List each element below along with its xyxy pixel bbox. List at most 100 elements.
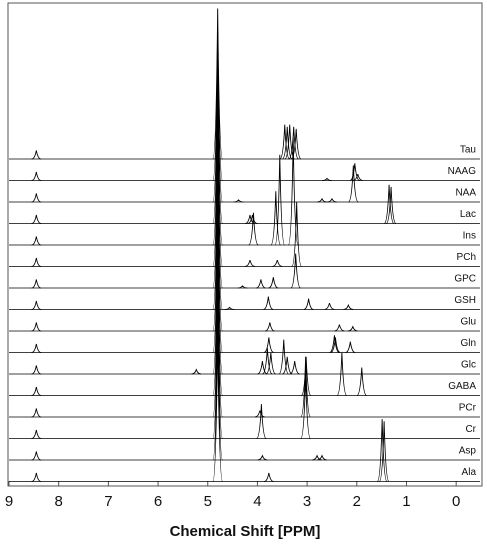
peak: [31, 451, 42, 461]
peak: [303, 298, 314, 310]
x-tick-label: 0: [452, 493, 460, 510]
series-label: PCh: [457, 252, 476, 263]
peak: [256, 279, 266, 289]
series-label: PCr: [459, 403, 477, 414]
peak: [31, 236, 42, 246]
peak: [224, 306, 235, 310]
peak: [31, 386, 42, 396]
series-label: GSH: [454, 295, 476, 306]
peak: [282, 356, 293, 375]
peak: [348, 165, 359, 203]
peak: [31, 300, 42, 310]
peak: [212, 287, 223, 439]
peak: [356, 367, 367, 396]
peak: [300, 373, 311, 439]
peak: [212, 244, 223, 396]
x-tick-label: 5: [204, 493, 212, 510]
peak: [324, 302, 335, 310]
peak: [233, 199, 244, 203]
peak: [212, 72, 223, 224]
peak: [265, 352, 276, 375]
peak: [31, 343, 42, 353]
peak: [212, 115, 223, 267]
peak: [191, 368, 202, 375]
x-axis-label: Chemical Shift [PPM]: [170, 523, 321, 540]
peak: [329, 335, 340, 353]
peak: [378, 421, 390, 482]
peak: [334, 324, 345, 332]
peak: [262, 348, 273, 375]
peak: [212, 180, 223, 332]
peak: [349, 163, 360, 181]
series-label: GABA: [448, 381, 476, 392]
x-tick-label: 9: [5, 493, 13, 510]
peak: [300, 356, 311, 418]
peak: [386, 186, 397, 224]
peak: [376, 419, 388, 482]
series-label: Lac: [460, 209, 476, 220]
peak: [31, 150, 42, 160]
x-tick-label: 1: [402, 493, 410, 510]
peak: [212, 8, 223, 160]
series-label: Gln: [460, 338, 476, 349]
series-label: Glu: [460, 317, 476, 328]
peak: [330, 337, 341, 353]
series-label: Glc: [461, 360, 476, 371]
peak: [212, 94, 223, 246]
peak: [31, 408, 42, 418]
peak: [31, 322, 42, 332]
peak: [327, 197, 337, 203]
peak: [272, 259, 283, 267]
peak: [212, 266, 223, 418]
series-label: Asp: [459, 446, 477, 457]
peak: [336, 352, 348, 396]
peak: [317, 197, 327, 203]
peak: [212, 137, 223, 289]
peak: [278, 339, 289, 375]
peak: [248, 212, 259, 246]
peak: [31, 171, 42, 181]
peak: [31, 472, 42, 482]
peak: [31, 193, 42, 203]
peak: [31, 279, 42, 289]
peak: [291, 201, 302, 267]
series-label: GPC: [454, 274, 476, 285]
peak: [212, 51, 223, 203]
peak: [263, 296, 274, 310]
peak: [288, 126, 299, 160]
plot-frame: [7, 2, 483, 487]
peak: [383, 184, 395, 224]
peak: [263, 472, 274, 482]
peak: [322, 177, 332, 181]
peak: [31, 257, 42, 267]
peak: [352, 173, 363, 181]
peak: [268, 277, 279, 289]
series-label: Ala: [462, 467, 477, 478]
peak: [212, 330, 223, 482]
peak: [212, 29, 223, 181]
x-tick-label: 2: [353, 493, 361, 510]
series-label: Ins: [463, 231, 476, 242]
peak: [270, 191, 282, 246]
x-tick-label: 6: [154, 493, 162, 510]
peak: [31, 429, 42, 439]
peak: [290, 253, 301, 289]
peak: [347, 325, 358, 332]
peak: [31, 214, 42, 224]
peak: [343, 303, 354, 310]
peak: [212, 201, 223, 353]
peak: [256, 404, 267, 439]
x-tick-label: 7: [104, 493, 112, 510]
x-tick-label: 3: [303, 493, 311, 510]
peak: [345, 341, 356, 353]
peak: [255, 410, 265, 418]
peak: [257, 454, 268, 461]
peak: [264, 322, 275, 332]
peak: [274, 154, 286, 246]
peak: [287, 137, 299, 246]
peak: [312, 454, 322, 461]
x-tick-label: 8: [55, 493, 63, 510]
peak: [279, 124, 290, 160]
